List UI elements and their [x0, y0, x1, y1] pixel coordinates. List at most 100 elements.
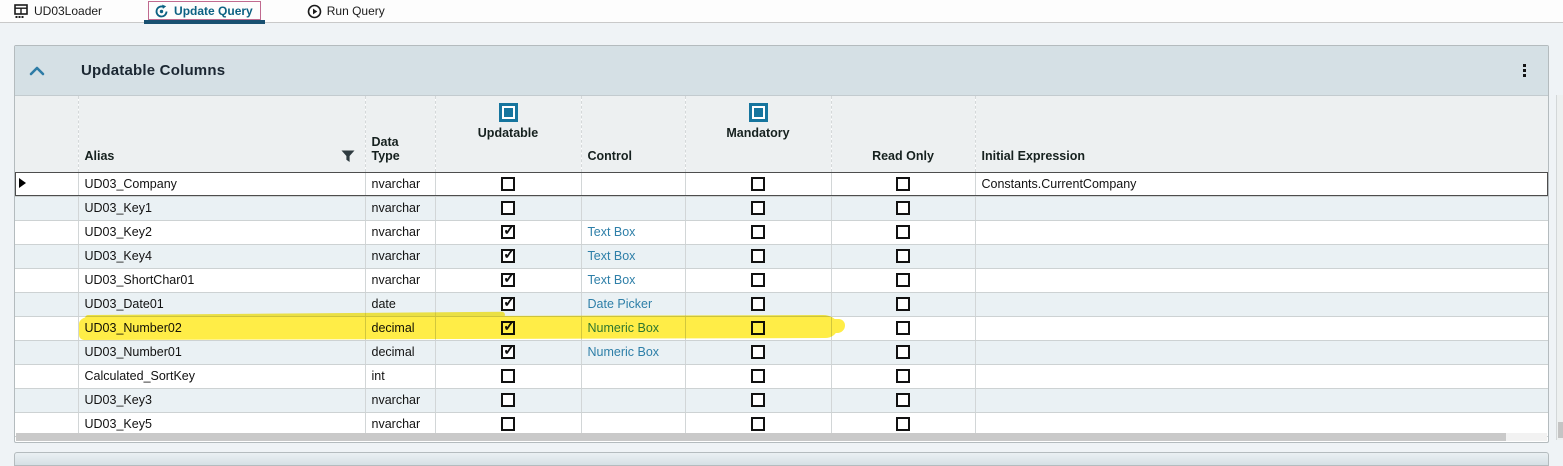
initial-expression-cell[interactable]: [974, 292, 1548, 317]
initial-expression-cell[interactable]: [974, 388, 1548, 413]
control-link[interactable]: Text Box: [587, 249, 636, 263]
vertical-scrollbar-thumb[interactable]: [1558, 422, 1563, 438]
updatable-checkbox[interactable]: [501, 221, 516, 240]
updatable-cell[interactable]: [434, 340, 581, 365]
updatable-checkbox[interactable]: [501, 417, 515, 432]
tab-run-query[interactable]: Run Query: [293, 0, 399, 23]
updatable-cell[interactable]: [434, 388, 581, 413]
table-row[interactable]: Calculated_SortKey int: [15, 364, 1548, 389]
read-only-cell[interactable]: [830, 244, 975, 269]
updatable-checkbox[interactable]: [501, 269, 516, 288]
read-only-cell[interactable]: [830, 292, 975, 317]
row-indicator-cell[interactable]: [15, 364, 78, 389]
initial-expression-cell[interactable]: [974, 220, 1548, 245]
updatable-checkbox[interactable]: [501, 245, 516, 264]
updatable-checkbox[interactable]: [501, 341, 516, 360]
column-header-alias[interactable]: Alias: [77, 96, 365, 173]
data-type-cell[interactable]: nvarchar: [364, 388, 435, 413]
data-type-cell[interactable]: nvarchar: [364, 244, 435, 269]
read-only-cell[interactable]: [830, 340, 975, 365]
tab-ud03loader[interactable]: UD03Loader: [0, 0, 116, 23]
read-only-checkbox[interactable]: [896, 225, 910, 240]
data-type-cell[interactable]: decimal: [364, 316, 435, 341]
mandatory-header-checkbox-icon[interactable]: [748, 103, 768, 122]
control-cell[interactable]: [580, 196, 685, 221]
updatable-checkbox[interactable]: [501, 317, 516, 336]
row-indicator-cell[interactable]: [15, 388, 78, 413]
initial-expression-cell[interactable]: [974, 244, 1548, 269]
alias-cell[interactable]: UD03_Company: [77, 172, 365, 197]
data-type-cell[interactable]: nvarchar: [364, 196, 435, 221]
row-indicator-cell[interactable]: [15, 220, 78, 245]
table-row[interactable]: UD03_Key5 nvarchar: [15, 412, 1548, 437]
mandatory-cell[interactable]: [684, 292, 831, 317]
alias-cell[interactable]: UD03_ShortChar01: [77, 268, 365, 293]
control-cell[interactable]: [580, 388, 685, 413]
control-cell[interactable]: Text Box: [580, 220, 685, 245]
row-indicator-cell[interactable]: [15, 340, 78, 365]
row-indicator-cell[interactable]: [15, 316, 78, 341]
vertical-scrollbar[interactable]: [1556, 95, 1563, 440]
read-only-checkbox[interactable]: [896, 393, 910, 408]
row-indicator-cell[interactable]: [15, 172, 78, 197]
read-only-cell[interactable]: [830, 412, 975, 437]
alias-cell[interactable]: UD03_Key4: [77, 244, 365, 269]
initial-expression-cell[interactable]: [974, 268, 1548, 293]
mandatory-cell[interactable]: [684, 244, 831, 269]
alias-cell[interactable]: UD03_Number01: [77, 340, 365, 365]
mandatory-checkbox[interactable]: [751, 225, 765, 240]
control-cell[interactable]: [580, 412, 685, 437]
mandatory-cell[interactable]: [684, 388, 831, 413]
control-cell[interactable]: Text Box: [580, 244, 685, 269]
initial-expression-cell[interactable]: [974, 196, 1548, 221]
control-cell[interactable]: [580, 364, 685, 389]
updatable-cell[interactable]: [434, 220, 581, 245]
initial-expression-cell[interactable]: Constants.CurrentCompany: [974, 172, 1548, 197]
alias-cell[interactable]: UD03_Date01: [77, 292, 365, 317]
updatable-header-checkbox-icon[interactable]: [498, 103, 518, 122]
row-indicator-cell[interactable]: [15, 244, 78, 269]
next-panel-edge[interactable]: [14, 452, 1549, 466]
mandatory-checkbox[interactable]: [751, 345, 765, 360]
control-cell[interactable]: Text Box: [580, 268, 685, 293]
updatable-checkbox[interactable]: [501, 369, 515, 384]
updatable-checkbox[interactable]: [501, 177, 515, 192]
mandatory-cell[interactable]: [684, 316, 831, 341]
row-indicator-cell[interactable]: [15, 196, 78, 221]
data-type-cell[interactable]: nvarchar: [364, 412, 435, 437]
updatable-cell[interactable]: [434, 196, 581, 221]
column-header-initial-expression[interactable]: Initial Expression: [974, 96, 1548, 173]
row-indicator-cell[interactable]: [15, 412, 78, 437]
row-indicator-cell[interactable]: [15, 292, 78, 317]
read-only-cell[interactable]: [830, 172, 975, 197]
data-type-cell[interactable]: nvarchar: [364, 220, 435, 245]
mandatory-cell[interactable]: [684, 412, 831, 437]
column-header-read-only[interactable]: Read Only: [830, 96, 975, 173]
updatable-cell[interactable]: [434, 172, 581, 197]
read-only-checkbox[interactable]: [896, 345, 910, 360]
read-only-checkbox[interactable]: [896, 297, 910, 312]
read-only-checkbox[interactable]: [896, 249, 910, 264]
updatable-cell[interactable]: [434, 268, 581, 293]
control-link[interactable]: Numeric Box: [587, 345, 660, 359]
control-cell[interactable]: Numeric Box: [580, 340, 685, 365]
kebab-menu-icon[interactable]: [1515, 58, 1534, 83]
control-cell[interactable]: Date Picker: [580, 292, 685, 317]
horizontal-scrollbar[interactable]: [16, 433, 1547, 441]
read-only-cell[interactable]: [830, 196, 975, 221]
updatable-cell[interactable]: [434, 364, 581, 389]
mandatory-cell[interactable]: [684, 268, 831, 293]
read-only-checkbox[interactable]: [896, 321, 910, 336]
read-only-checkbox[interactable]: [896, 273, 910, 288]
mandatory-checkbox[interactable]: [751, 321, 765, 336]
horizontal-scrollbar-thumb[interactable]: [16, 433, 1506, 441]
control-cell[interactable]: Numeric Box: [580, 316, 685, 341]
updatable-checkbox[interactable]: [501, 293, 516, 312]
control-link[interactable]: Numeric Box: [587, 321, 660, 335]
updatable-checkbox[interactable]: [501, 201, 515, 216]
mandatory-checkbox[interactable]: [751, 393, 765, 408]
mandatory-checkbox[interactable]: [751, 417, 765, 432]
